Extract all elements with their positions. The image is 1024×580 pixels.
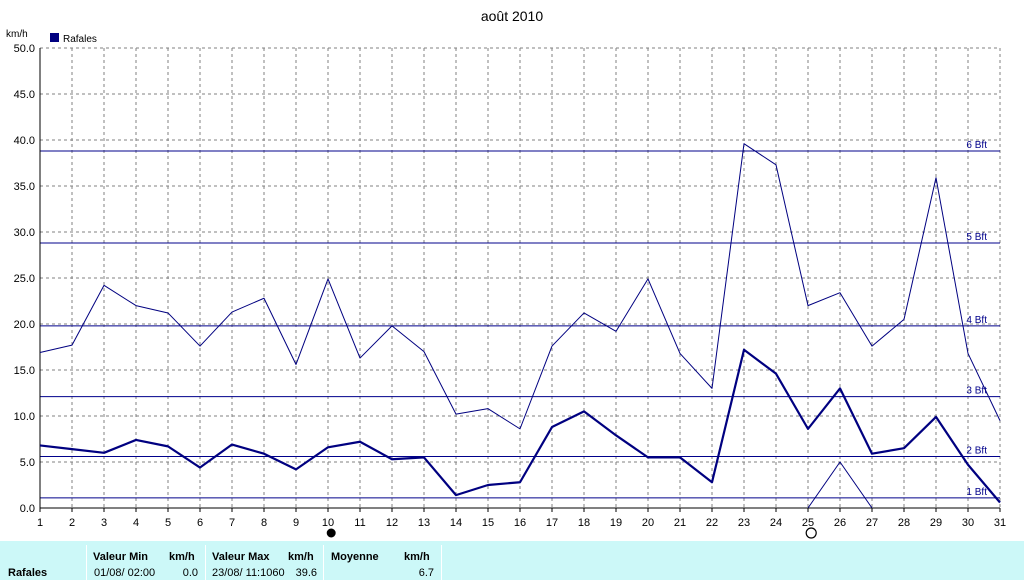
x-tick-label: 26: [834, 517, 846, 529]
stats-max-header: Valeur Max: [212, 551, 270, 563]
stats-separator: [441, 545, 442, 580]
y-tick-label: 5.0: [20, 457, 35, 469]
stats-avg-unit: km/h: [404, 551, 430, 563]
y-tick-label: 25.0: [14, 273, 35, 285]
stats-max-date: 23/08/ 11:1060: [212, 567, 285, 579]
stats-avg-value: 6.7: [418, 567, 434, 579]
stats-panel: Rafales Valeur Min km/h 01/08/ 02:00 0.0…: [0, 541, 1024, 580]
x-tick-label: 19: [610, 517, 622, 529]
x-tick-label: 4: [133, 517, 139, 529]
series-line-1: [39, 348, 1001, 504]
y-tick-label: 15.0: [14, 365, 35, 377]
stats-separator: [205, 545, 206, 580]
x-tick-label: 15: [482, 517, 494, 529]
x-tick-label: 22: [706, 517, 718, 529]
x-tick-label: 11: [354, 517, 365, 529]
stats-separator: [323, 545, 324, 580]
x-tick-label: 28: [898, 517, 910, 529]
y-tick-label: 40.0: [14, 135, 35, 147]
x-tick-label: 24: [770, 517, 782, 529]
y-tick-label: 50.0: [14, 43, 35, 55]
x-tick-label: 5: [165, 517, 171, 529]
series-line-2: [39, 143, 1001, 430]
y-tick-label: 30.0: [14, 227, 35, 239]
x-tick-label: 13: [418, 517, 430, 529]
moon-new-icon: [805, 527, 817, 539]
y-tick-label: 10.0: [14, 411, 35, 423]
x-tick-label: 17: [546, 517, 558, 529]
moon-full-icon: [326, 528, 336, 538]
stats-max-unit: km/h: [288, 551, 314, 563]
beaufort-label: 1 Bft: [966, 487, 987, 498]
beaufort-label: 4 Bft: [966, 315, 987, 326]
y-tick-label: 20.0: [14, 319, 35, 331]
series-line-3: [807, 461, 873, 509]
chart-title: août 2010: [481, 8, 543, 24]
y-tick-label: 45.0: [14, 89, 35, 101]
x-tick-label: 27: [866, 517, 878, 529]
x-tick-label: 23: [738, 517, 750, 529]
x-tick-label: 30: [962, 517, 974, 529]
x-tick-label: 10: [322, 517, 334, 529]
beaufort-label: 5 Bft: [966, 232, 987, 243]
x-tick-label: 14: [450, 517, 462, 529]
x-tick-label: 3: [101, 517, 107, 529]
x-tick-label: 21: [674, 517, 686, 529]
x-tick-label: 7: [229, 517, 235, 529]
x-tick-label: 20: [642, 517, 654, 529]
beaufort-label: 3 Bft: [966, 386, 987, 397]
x-tick-label: 1: [37, 517, 43, 529]
x-tick-label: 18: [578, 517, 590, 529]
x-tick-label: 31: [994, 517, 1006, 529]
stats-min-header: Valeur Min: [93, 551, 149, 563]
stats-avg-header: Moyenne: [331, 551, 379, 563]
x-tick-label: 9: [293, 517, 299, 529]
y-axis-unit: km/h: [6, 29, 28, 40]
stats-separator: [86, 545, 87, 580]
stats-row-label: Rafales: [8, 567, 48, 579]
legend-swatch: [50, 33, 59, 42]
x-tick-label: 2: [69, 517, 75, 529]
legend-label: Rafales: [63, 34, 97, 45]
y-tick-label: 35.0: [14, 181, 35, 193]
x-tick-label: 16: [514, 517, 526, 529]
beaufort-label: 2 Bft: [966, 445, 987, 456]
x-tick-label: 6: [197, 517, 203, 529]
x-tick-label: 8: [261, 517, 267, 529]
y-tick-label: 0.0: [20, 503, 35, 515]
stats-max-value: 39.6: [295, 567, 317, 579]
x-tick-label: 29: [930, 517, 942, 529]
x-tick-label: 25: [802, 517, 814, 529]
stats-min-unit: km/h: [169, 551, 195, 563]
stats-min-date: 01/08/ 02:00: [94, 567, 156, 579]
beaufort-label: 6 Bft: [966, 140, 987, 151]
x-tick-label: 12: [386, 517, 398, 529]
stats-min-value: 0.0: [182, 567, 198, 579]
